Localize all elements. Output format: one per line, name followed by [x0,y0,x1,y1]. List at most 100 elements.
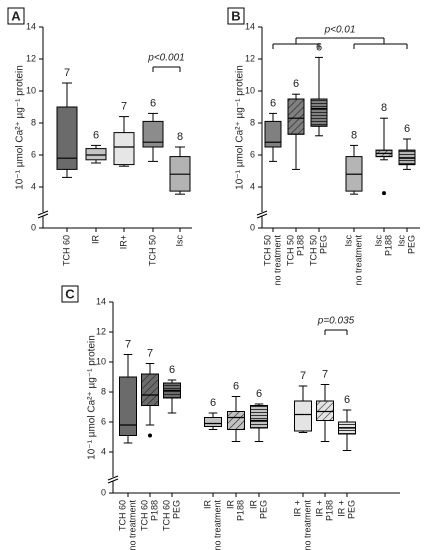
x-tick-label: Isc [396,235,406,247]
n-label: 6 [344,394,350,406]
x-tick-label: PEG [258,500,268,519]
box-hatch [310,98,328,127]
axis-break [256,213,268,219]
panel-frame [61,285,79,303]
y-tick-label: 4 [31,181,36,191]
n-label: 7 [64,67,70,79]
box-hatch [287,98,305,135]
y-tick-label: 8 [101,386,106,396]
x-tick-label: PEG [171,500,181,519]
x-tick-label: IR [225,499,235,509]
x-tick-label: Isc [343,235,353,247]
x-tick-label: IR [248,499,258,509]
x-tick-label: no treatment [127,500,137,550]
significance: p<0.01 [324,25,356,36]
axis-break-gap [38,212,48,216]
significance: p=0.035 [317,316,355,327]
x-tick-label: no treatment [212,500,222,550]
n-label: 6 [270,97,276,109]
x-tick-label: P188 [235,500,245,521]
y-tick-label: 10 [245,85,255,95]
x-tick-label: TCH 60 [139,500,149,531]
y-axis-label: 10⁻¹ µmol Ca²⁺ µg⁻¹ protein [87,335,98,460]
box [113,132,135,166]
n-label: 6 [404,123,410,135]
y-tick-label: 14 [245,21,255,31]
x-tick-label: TCH 60 [61,235,71,266]
x-tick-label: PEG [406,235,416,254]
y-tick-label: 6 [101,416,106,426]
n-label: 6 [169,364,175,376]
y-tick-label: 14 [26,21,36,31]
x-tick-label: no treatment [302,500,312,550]
y-tick-label: 12 [245,53,255,63]
box [294,400,312,432]
y-tick-label: 12 [96,326,106,336]
y-tick-label: 10 [26,85,36,95]
x-tick-label: TCH 60 [117,500,127,531]
x-tick-label: P188 [324,500,334,521]
x-tick-label: P188 [295,235,305,256]
n-label: 7 [125,338,131,350]
x-tick-label: no treatment [353,235,363,286]
n-label: 6 [256,388,262,400]
y-tick-label: 0 [250,222,255,232]
y-tick-label: 4 [101,446,106,456]
axis-break [256,210,268,216]
axis-break [107,475,119,481]
axis-break-gap [257,212,267,216]
y-axis-label: 10⁻¹ µmol Ca²⁺ µg⁻¹ protein [235,65,246,190]
x-tick-label: PEG [318,235,328,254]
panel-label: C [65,286,75,301]
box-hatch [250,405,268,429]
x-tick-label: P188 [149,500,159,521]
n-label: 6 [233,380,239,392]
y-tick-label: 6 [31,149,36,159]
y-tick-label: 6 [250,149,255,159]
x-tick-label: IR + [292,500,302,517]
n-label: 6 [293,78,299,90]
x-tick-label: no treatment [272,235,282,286]
n-label: 8 [177,131,183,143]
box-hatch [141,373,159,406]
box [56,106,78,170]
axis-break-gap [108,477,118,481]
x-tick-label: TCH 50 [285,235,295,266]
n-label: 6 [93,129,99,141]
box-hatch [316,400,334,421]
y-axis-label: 10⁻¹ µmol Ca²⁺ µg⁻¹ protein [15,65,26,190]
box [85,148,107,161]
axis-break [107,478,119,484]
outlier [382,191,386,196]
n-label: 7 [300,370,306,382]
x-tick-label: PEG [346,500,356,519]
box [204,417,222,427]
box [142,120,164,148]
x-tick-label: Isc [373,235,383,247]
x-tick-label: IR + [336,500,346,517]
x-tick-label: Isc [174,235,184,247]
y-tick-label: 8 [250,117,255,127]
n-label: 8 [351,129,357,141]
n-label: 8 [381,102,387,114]
n-label: 7 [147,347,153,359]
x-tick-label: TCH 50 [262,235,272,266]
n-label: 6 [150,97,156,109]
x-tick-label: TCH 60 [161,500,171,531]
panel-frame [227,7,245,25]
n-label: 7 [322,368,328,380]
x-tick-label: P188 [383,235,393,256]
y-tick-label: 8 [31,117,36,127]
x-tick-label: TCH 50 [147,235,157,266]
y-tick-label: 0 [31,222,36,232]
outlier [148,433,152,438]
box-hatch [398,149,416,166]
y-tick-label: 0 [101,487,106,497]
x-tick-label: IR [202,499,212,509]
x-tick-label: TCH 50 [308,235,318,266]
panel-label: A [11,8,21,23]
x-tick-label: IR [90,234,100,244]
y-tick-label: 14 [96,296,106,306]
box [264,120,282,148]
